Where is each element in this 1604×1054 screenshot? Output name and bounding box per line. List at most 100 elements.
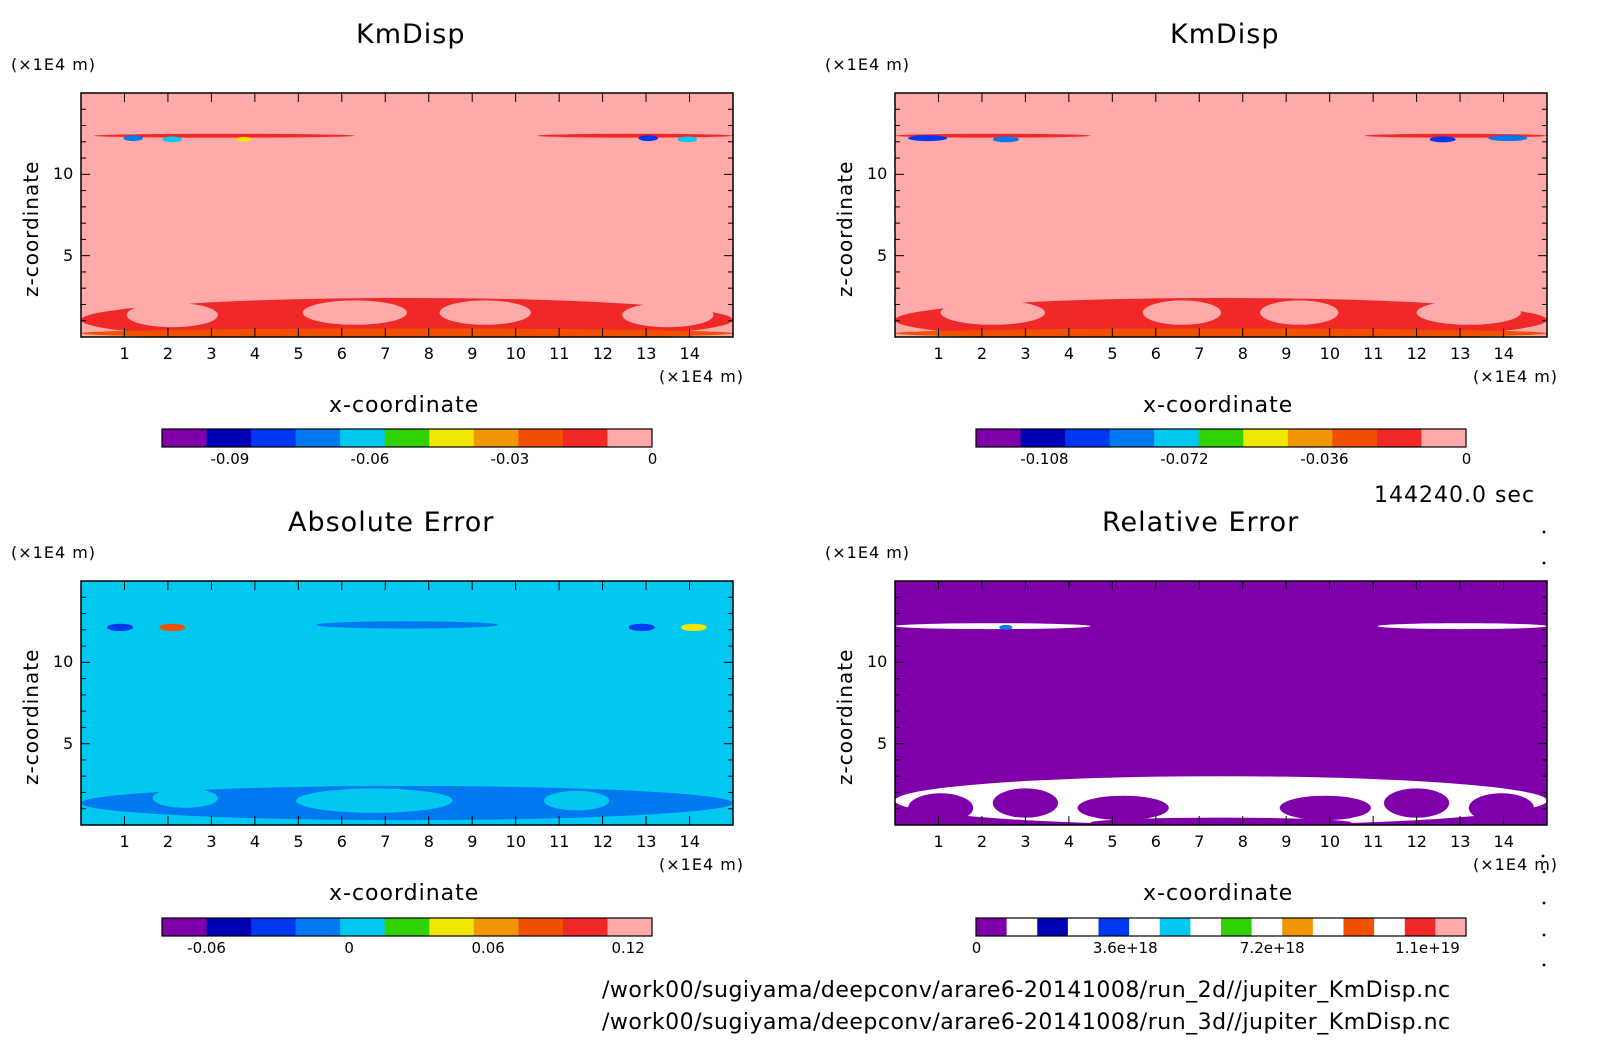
colorbar-swatch bbox=[162, 918, 208, 936]
colorbar-swatch bbox=[162, 429, 208, 447]
x-tick-label: 8 bbox=[423, 832, 434, 851]
colorbar-swatch bbox=[1129, 918, 1161, 936]
colorbar-swatch bbox=[1159, 918, 1191, 936]
x-axis-label: x-coordinate bbox=[329, 393, 480, 418]
contour-region-4 bbox=[1260, 300, 1339, 325]
y-axis-label: z-coordinate bbox=[19, 160, 43, 297]
colorbar-swatch bbox=[1332, 429, 1378, 447]
colorbar-swatch bbox=[473, 429, 519, 447]
contour-region-10 bbox=[992, 136, 1019, 143]
x-tick-label: 7 bbox=[380, 832, 391, 851]
colorbar-frame bbox=[975, 917, 1467, 937]
x-tick-label: 7 bbox=[380, 344, 391, 363]
x-tick-label: 1 bbox=[119, 832, 130, 851]
x-tick-label: 6 bbox=[336, 344, 347, 363]
colorbar-tick-label: 0.06 bbox=[471, 939, 505, 957]
x-tick-label: 12 bbox=[1406, 344, 1427, 363]
contour-region-8 bbox=[1090, 817, 1352, 825]
x-tick-label: 9 bbox=[467, 832, 478, 851]
x-tick-label: 5 bbox=[293, 344, 304, 363]
colorbar-tick-label: 3.6e+18 bbox=[1092, 939, 1158, 957]
colorbar-swatch bbox=[1221, 918, 1253, 936]
colorbar-tick-label: 0 bbox=[971, 939, 982, 957]
x-tick-label: 1 bbox=[933, 344, 944, 363]
contour-region-2 bbox=[940, 300, 1045, 325]
colorbar-swatch bbox=[1287, 429, 1333, 447]
x-tick-label: 11 bbox=[549, 832, 570, 851]
plot-frame bbox=[894, 92, 1548, 338]
x-tick-label: 14 bbox=[679, 344, 700, 363]
colorbar-swatch bbox=[1435, 918, 1467, 936]
contour-region-3 bbox=[1142, 300, 1221, 325]
contour-region-5 bbox=[315, 621, 499, 629]
contour-region-1 bbox=[81, 297, 733, 337]
colorbar-swatch bbox=[1282, 918, 1314, 936]
panel-title: Absolute Error bbox=[288, 507, 495, 538]
x-tick-label: 7 bbox=[1194, 832, 1205, 851]
panel-1 bbox=[80, 92, 734, 338]
x-tick-label: 2 bbox=[976, 832, 988, 851]
y-unit-label: (×1E4 m) bbox=[11, 543, 97, 562]
colorbar-swatch bbox=[206, 918, 252, 936]
x-tick-label: 13 bbox=[1450, 344, 1471, 363]
colorbar-tick-label: -0.09 bbox=[210, 450, 250, 468]
x-tick-label: 10 bbox=[1319, 344, 1341, 363]
colorbar-swatch bbox=[1374, 918, 1406, 936]
contour-region-4 bbox=[439, 300, 531, 325]
colorbar-swatch bbox=[1037, 918, 1069, 936]
colorbar-swatch bbox=[1006, 918, 1038, 936]
x-tick-label: 6 bbox=[336, 832, 347, 851]
x-tick-label: 2 bbox=[976, 344, 988, 363]
contour-region-3 bbox=[302, 300, 407, 325]
colorbar-swatch bbox=[1154, 429, 1200, 447]
field-background bbox=[81, 93, 733, 337]
contour-region-1 bbox=[895, 297, 1547, 337]
x-tick-label: 3 bbox=[1020, 344, 1031, 363]
panel-3 bbox=[80, 580, 734, 826]
time-stamp: 144240.0 sec bbox=[1374, 483, 1536, 508]
x-tick-label: 6 bbox=[1150, 344, 1161, 363]
colorbar-swatch bbox=[1421, 429, 1467, 447]
x-tick-label: 13 bbox=[636, 344, 657, 363]
x-tick-label: 9 bbox=[1281, 344, 1292, 363]
x-tick-label: 9 bbox=[467, 344, 478, 363]
colorbar-tick-label: -0.036 bbox=[1300, 450, 1349, 468]
y-axis-label: z-coordinate bbox=[833, 648, 857, 785]
file-path-2d: /work00/sugiyama/deepconv/arare6-2014100… bbox=[602, 978, 1451, 1003]
x-tick-label: 2 bbox=[162, 832, 174, 851]
contour-region-9 bbox=[895, 623, 1091, 630]
edge-dot bbox=[1542, 963, 1546, 967]
colorbar-swatch bbox=[518, 918, 564, 936]
y-tick-label: 10 bbox=[867, 652, 888, 672]
x-tick-label: 9 bbox=[1281, 832, 1292, 851]
field-background bbox=[895, 93, 1547, 337]
x-tick-label: 10 bbox=[505, 832, 527, 851]
panel-title: KmDisp bbox=[1170, 19, 1280, 50]
colorbar-tick-label: -0.06 bbox=[350, 450, 390, 468]
colorbar-tick-label: 1.1e+19 bbox=[1395, 939, 1460, 957]
contour-region-3 bbox=[992, 788, 1058, 818]
x-unit-label: (×1E4 m) bbox=[659, 855, 745, 874]
contour-region-7 bbox=[94, 133, 355, 138]
contour-region-7 bbox=[1468, 793, 1534, 823]
edge-dot bbox=[1542, 530, 1546, 534]
colorbar-swatch bbox=[340, 918, 386, 936]
x-tick-label: 11 bbox=[1363, 832, 1384, 851]
x-tick-label: 10 bbox=[505, 344, 527, 363]
panel-4 bbox=[894, 580, 1548, 826]
colorbar-swatch bbox=[251, 918, 297, 936]
x-tick-label: 3 bbox=[206, 344, 217, 363]
x-tick-label: 3 bbox=[1020, 832, 1031, 851]
colorbar-swatch bbox=[1098, 918, 1130, 936]
colorbar-frame bbox=[975, 428, 1467, 448]
colorbar-frame bbox=[161, 428, 653, 448]
x-tick-label: 6 bbox=[1150, 832, 1161, 851]
contour-region-8 bbox=[628, 623, 655, 632]
contour-region-7 bbox=[159, 623, 186, 632]
colorbar-swatch bbox=[429, 429, 475, 447]
colorbar-tick-label: 0 bbox=[647, 450, 658, 468]
colorbar-swatch bbox=[340, 429, 386, 447]
contour-region-12 bbox=[1488, 135, 1528, 142]
colorbar-swatch bbox=[1243, 429, 1289, 447]
colorbar bbox=[161, 428, 653, 448]
